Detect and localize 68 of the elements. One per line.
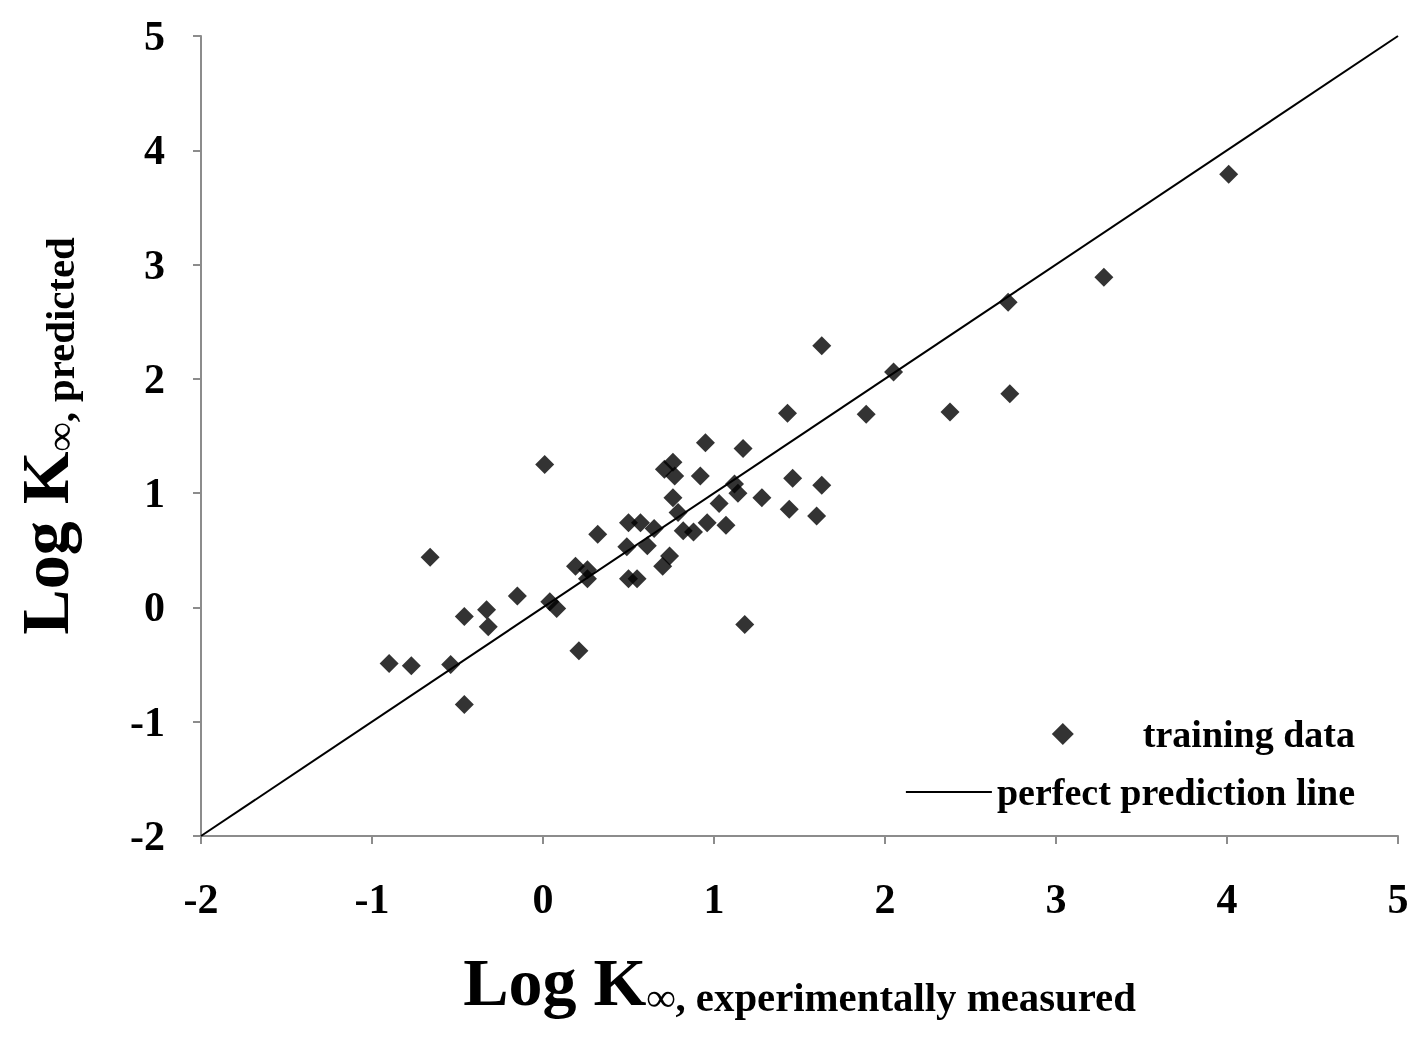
point (547, 599, 567, 619)
point (668, 503, 688, 523)
point (884, 362, 904, 382)
y-tick-label: -2 (130, 813, 165, 859)
point (630, 513, 650, 533)
point (998, 292, 1018, 312)
point (588, 524, 608, 544)
x-tick-label: 2 (874, 876, 896, 922)
point (716, 515, 736, 535)
x-tick-label: 1 (703, 876, 725, 922)
point (683, 522, 703, 542)
legend-label: perfect prediction line (996, 771, 1355, 813)
x-tick-label: -1 (354, 876, 390, 922)
point (569, 641, 589, 661)
point (617, 537, 637, 557)
legend-label: training data (1142, 713, 1356, 755)
x-axis-title: Log K∞, experimentally measured (463, 943, 1137, 1020)
point (812, 336, 832, 356)
point (535, 455, 555, 475)
point (420, 547, 440, 567)
point (663, 452, 683, 472)
point (807, 506, 827, 526)
y-tick-label: 5 (144, 13, 165, 59)
y-axis-title: Log K∞, predicted (7, 236, 84, 635)
point (663, 488, 683, 508)
point (507, 586, 527, 606)
point (577, 569, 597, 589)
point (778, 403, 798, 423)
point (697, 513, 717, 533)
y-tick-label: 0 (144, 584, 165, 631)
point (653, 556, 673, 576)
point (695, 433, 715, 453)
point (660, 546, 680, 566)
point (733, 439, 753, 459)
point (1000, 384, 1020, 404)
point (783, 468, 803, 488)
x-tick-label: 3 (1045, 876, 1067, 922)
point (477, 600, 497, 620)
x-tick-label: -2 (183, 876, 219, 922)
point (441, 655, 461, 675)
y-tick-label: 3 (144, 241, 165, 288)
point (779, 499, 799, 519)
point (752, 488, 772, 508)
point (856, 404, 876, 424)
point (735, 615, 755, 635)
point (454, 607, 474, 627)
point (728, 483, 748, 503)
y-tick-label: -1 (130, 698, 165, 745)
point (940, 402, 960, 422)
point (379, 653, 399, 673)
y-tick-label: 4 (144, 127, 165, 174)
point (627, 569, 647, 589)
x-tick-label: 0 (532, 876, 554, 922)
point (401, 656, 421, 676)
point (644, 519, 664, 539)
x-tick-label: 5 (1387, 876, 1409, 922)
y-tick-label: 1 (144, 470, 165, 517)
point (637, 536, 657, 556)
y-tick-label: 2 (144, 355, 165, 402)
point (665, 466, 685, 486)
point (690, 466, 710, 486)
point (454, 695, 474, 715)
point (478, 617, 498, 637)
x-tick-label: 4 (1216, 876, 1238, 922)
point (812, 475, 832, 495)
point (709, 493, 729, 513)
point (1094, 267, 1114, 287)
point (1219, 164, 1239, 184)
